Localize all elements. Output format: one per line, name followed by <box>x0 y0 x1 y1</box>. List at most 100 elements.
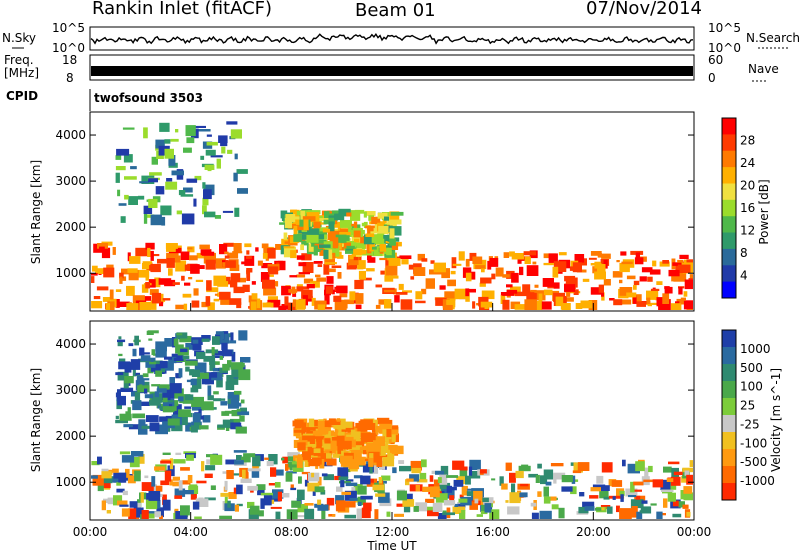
echo-cell <box>317 304 326 310</box>
echo-cell <box>152 254 160 257</box>
echo-cell <box>596 506 607 513</box>
echo-cell <box>180 505 190 516</box>
echo-cell <box>246 268 253 273</box>
echo-cell <box>509 472 516 483</box>
echo-cell <box>301 286 310 290</box>
echo-cell <box>181 275 185 281</box>
echo-cell <box>214 293 218 296</box>
echo-cell <box>537 491 542 497</box>
echo-cell <box>274 482 281 488</box>
echo-cell <box>124 194 129 200</box>
echo-cell <box>266 461 274 467</box>
y-tick-label: 4000 <box>55 337 86 351</box>
echo-cell <box>209 361 216 371</box>
echo-cell <box>317 222 327 225</box>
echo-cell <box>628 495 637 498</box>
echo-cell <box>119 272 124 279</box>
nsky-tick-bottom: 10^0 <box>52 41 85 55</box>
echo-cell <box>230 129 242 139</box>
echo-cell <box>652 479 664 488</box>
echo-cell <box>160 205 172 216</box>
echo-cell <box>185 125 196 137</box>
echo-cell <box>375 493 386 497</box>
echo-cell <box>101 247 111 259</box>
echo-cell <box>472 256 483 264</box>
echo-cell <box>115 299 120 308</box>
echo-cell <box>360 475 371 485</box>
echo-cell <box>532 261 537 265</box>
echo-cell <box>123 380 129 389</box>
echo-cell <box>302 216 316 222</box>
echo-cell <box>118 353 123 357</box>
echo-cell <box>139 347 145 356</box>
echo-cell <box>684 470 690 476</box>
echo-cell <box>553 282 560 289</box>
echo-cell <box>338 476 349 481</box>
echo-cell <box>97 456 102 465</box>
echo-cell <box>154 511 161 518</box>
echo-cell <box>192 339 199 344</box>
echo-cell <box>678 287 683 295</box>
echo-cell <box>312 280 320 288</box>
echo-cell <box>450 270 456 275</box>
echo-cell <box>590 487 601 492</box>
echo-cell <box>159 301 164 307</box>
echo-cell <box>371 216 381 225</box>
echo-cell <box>120 387 134 392</box>
echo-cell <box>92 265 98 272</box>
echo-cell <box>326 276 334 284</box>
echo-cell <box>353 221 358 232</box>
echo-cell <box>360 419 373 431</box>
echo-cell <box>170 138 179 142</box>
echo-cell <box>377 241 381 251</box>
echo-cell <box>340 479 345 488</box>
echo-cell <box>390 226 402 236</box>
velocity-echo-layer <box>91 330 693 519</box>
echo-cell <box>170 400 179 406</box>
colorbar-swatch <box>722 118 736 135</box>
echo-cell <box>454 503 459 507</box>
echo-cell <box>326 497 335 506</box>
echo-cell <box>132 413 145 419</box>
echo-cell <box>204 473 213 478</box>
echo-cell <box>376 454 389 458</box>
echo-cell <box>380 443 389 453</box>
echo-cell <box>166 252 179 260</box>
echo-cell <box>321 510 326 519</box>
echo-cell <box>270 300 280 308</box>
echo-cell <box>469 501 478 510</box>
echo-cell <box>247 485 258 491</box>
echo-cell <box>169 377 175 386</box>
echo-cell <box>349 255 357 260</box>
echo-cell <box>551 504 559 510</box>
echo-cell <box>226 470 234 480</box>
colorbar-swatch <box>722 398 736 416</box>
echo-cell <box>689 274 693 282</box>
echo-cell <box>251 293 258 304</box>
echo-cell <box>598 485 610 491</box>
echo-cell <box>115 172 120 183</box>
echo-cell <box>260 498 265 509</box>
echo-cell <box>231 368 243 378</box>
echo-cell <box>345 479 354 482</box>
echo-cell <box>684 279 693 290</box>
echo-cell <box>649 269 661 275</box>
echo-cell <box>205 296 211 306</box>
echo-cell <box>582 278 590 282</box>
echo-cell <box>307 446 318 458</box>
echo-cell <box>175 260 187 272</box>
echo-cell <box>619 490 625 496</box>
echo-cell <box>330 226 335 232</box>
echo-cell <box>237 411 250 416</box>
echo-cell <box>398 283 404 290</box>
echo-cell <box>515 470 524 479</box>
echo-cell <box>186 178 198 183</box>
echo-cell <box>202 197 209 206</box>
echo-cell <box>344 299 355 305</box>
echo-cell <box>391 242 399 250</box>
echo-cell <box>96 286 109 291</box>
echo-cell <box>349 265 358 269</box>
echo-cell <box>175 373 181 379</box>
echo-cell <box>667 492 676 502</box>
echo-cell <box>372 484 385 491</box>
